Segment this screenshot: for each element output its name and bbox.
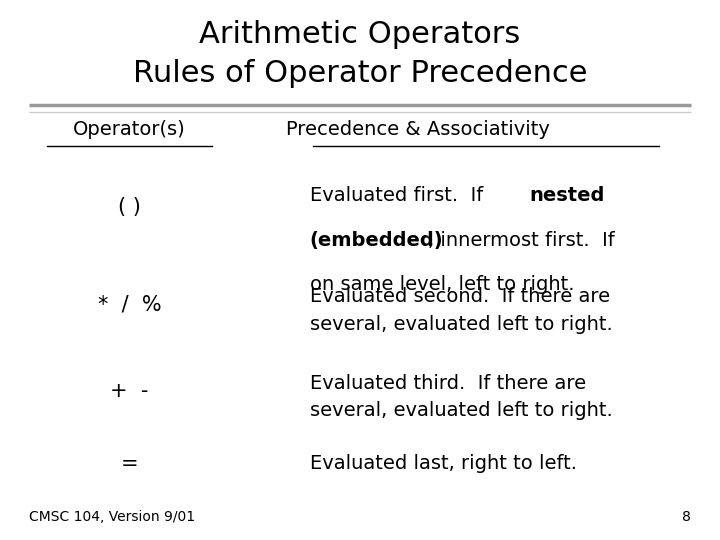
Text: 8: 8: [683, 510, 691, 524]
Text: Evaluated last, right to left.: Evaluated last, right to left.: [310, 454, 577, 472]
Text: +  -: + -: [110, 381, 149, 401]
Text: ( ): ( ): [118, 197, 141, 217]
Text: Precedence & Associativity: Precedence & Associativity: [286, 120, 549, 139]
Text: =: =: [121, 454, 138, 474]
Text: Arithmetic Operators
Rules of Operator Precedence: Arithmetic Operators Rules of Operator P…: [132, 21, 588, 87]
Text: Operator(s): Operator(s): [73, 120, 186, 139]
Text: Evaluated second.  If there are
several, evaluated left to right.: Evaluated second. If there are several, …: [310, 287, 612, 334]
Text: (embedded): (embedded): [310, 231, 444, 249]
Text: , innermost first.  If: , innermost first. If: [428, 231, 615, 249]
Text: Evaluated first.  If: Evaluated first. If: [310, 186, 489, 205]
Text: Evaluated third.  If there are
several, evaluated left to right.: Evaluated third. If there are several, e…: [310, 374, 612, 420]
Text: *  /  %: * / %: [98, 294, 161, 314]
Text: on same level, left to right.: on same level, left to right.: [310, 275, 574, 294]
Text: nested: nested: [529, 186, 605, 205]
Text: CMSC 104, Version 9/01: CMSC 104, Version 9/01: [29, 510, 195, 524]
